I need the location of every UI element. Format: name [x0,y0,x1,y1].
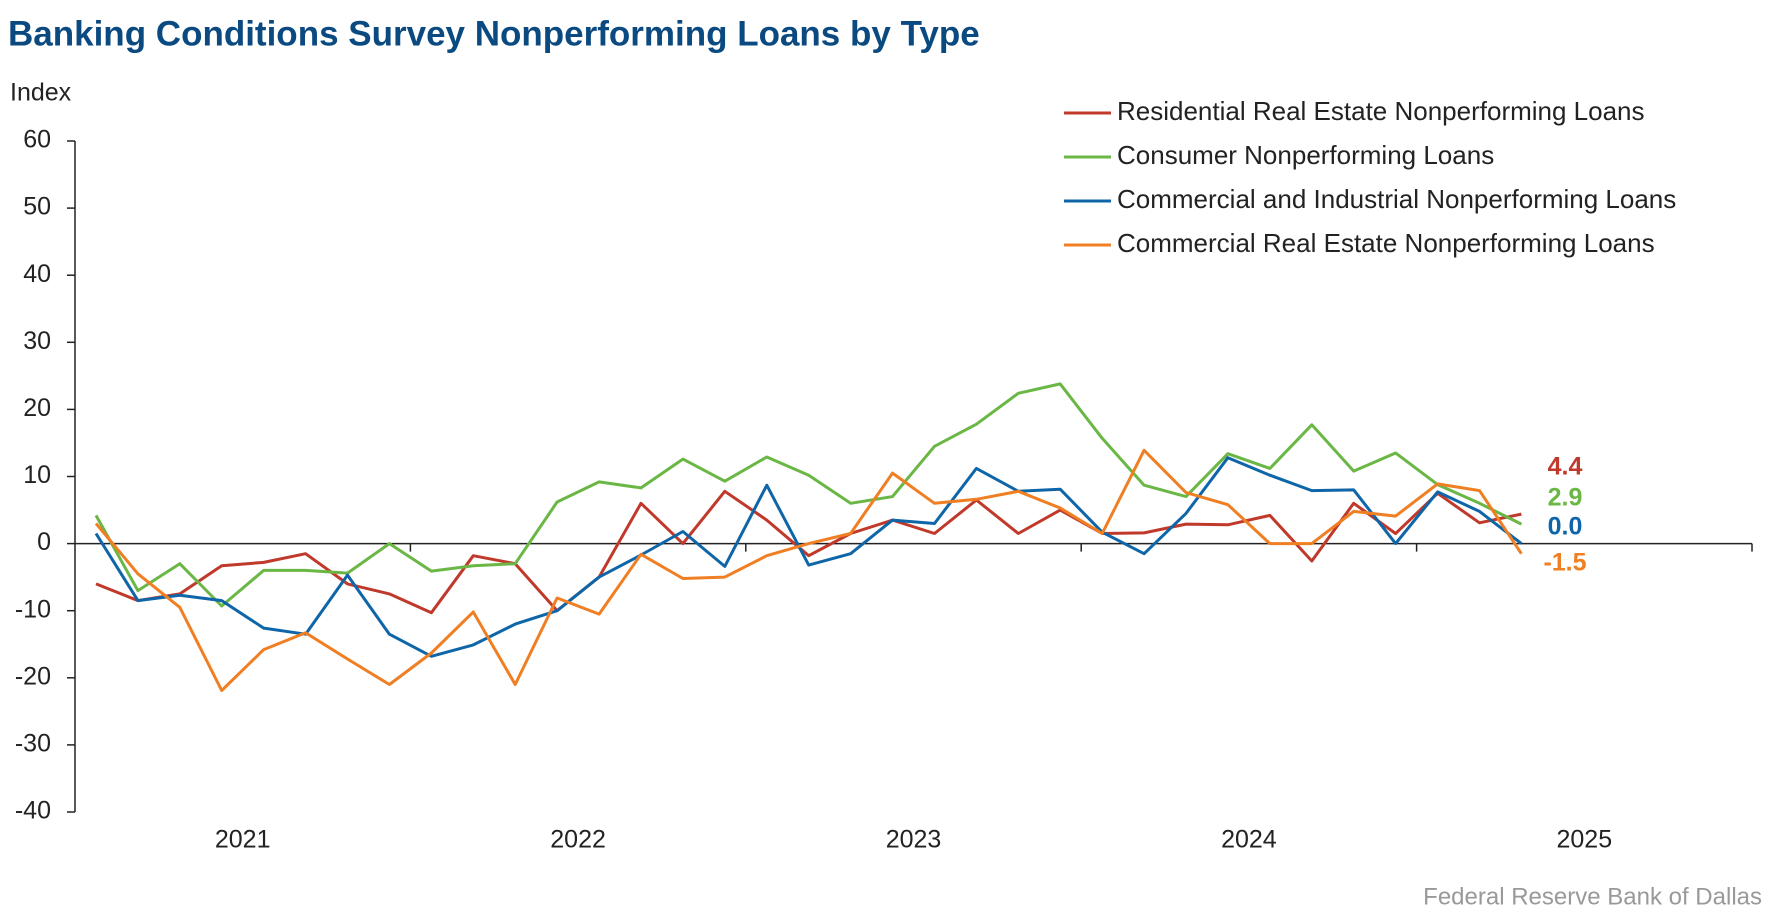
y-tick-label: -30 [15,730,51,758]
legend-label: Residential Real Estate Nonperforming Lo… [1117,96,1645,126]
series-line [95,489,1522,615]
source: Federal Reserve Bank of Dallas [1423,883,1762,910]
y-tick-label: -10 [15,595,51,623]
legend-label: Consumer Nonperforming Loans [1117,140,1494,170]
end-label: -1.5 [1543,549,1586,577]
y-tick-label: -40 [15,797,51,825]
end-label: 4.4 [1548,453,1583,481]
x-tick-label: 2022 [550,826,606,854]
y-tick-label: 60 [23,126,51,154]
x-tick-label: 2023 [886,826,942,854]
series-line [94,448,1523,692]
y-tick-label: -20 [15,662,51,690]
y-tick-label: 20 [23,394,51,422]
x-tick-label: 2025 [1556,826,1612,854]
x-tick-label: 2024 [1221,826,1277,854]
chart-title: Banking Conditions Survey Nonperforming … [8,14,980,53]
end-label: 2.9 [1548,484,1583,512]
series-line [94,456,1523,658]
series-line [94,382,1523,608]
y-tick-label: 30 [23,327,51,355]
y-tick-label: 50 [23,193,51,221]
legend-label: Commercial Real Estate Nonperforming Loa… [1117,228,1655,258]
x-tick-label: 2021 [215,826,271,854]
y-tick-label: 0 [37,528,51,556]
y-axis-label: Index [10,79,72,107]
y-tick-label: 10 [23,461,51,489]
y-tick-label: 40 [23,260,51,288]
legend-label: Commercial and Industrial Nonperforming … [1117,184,1676,214]
end-label: 0.0 [1548,513,1583,541]
